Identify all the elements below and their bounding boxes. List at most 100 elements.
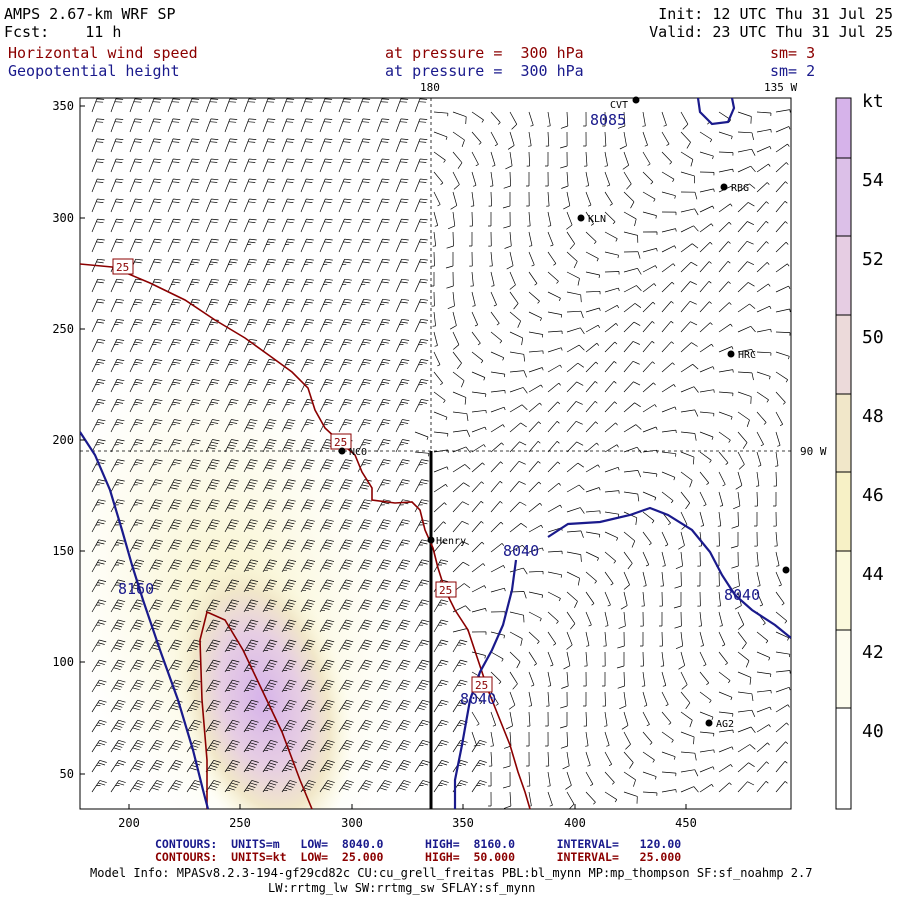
- wind-barbs: [91, 98, 791, 809]
- wind-barb: [167, 559, 183, 573]
- wind-barb: [642, 265, 658, 273]
- y-tick-label: 50: [60, 767, 74, 781]
- wind-barb: [471, 501, 484, 513]
- wind-barb: [167, 198, 181, 213]
- wind-barb: [565, 771, 572, 790]
- wind-barb: [376, 499, 391, 513]
- wind-barb: [414, 639, 430, 653]
- wind-barb: [526, 191, 530, 207]
- wind-barb: [262, 679, 278, 693]
- wind-barb: [623, 791, 638, 804]
- wind-barb: [697, 551, 701, 567]
- station-marker: [577, 214, 585, 222]
- wind-barb: [262, 118, 276, 133]
- wind-barb: [243, 599, 259, 613]
- wind-barb: [602, 651, 606, 667]
- wind-barb: [585, 591, 595, 606]
- wind-barb: [528, 402, 542, 413]
- wind-barb: [91, 439, 106, 453]
- wind-barb: [338, 399, 353, 413]
- wind-barb: [756, 706, 772, 713]
- wind-barb: [414, 359, 429, 373]
- wind-barb: [617, 111, 626, 129]
- wind-barb: [376, 419, 391, 433]
- plot-frame: [79, 97, 792, 810]
- wind-barb: [585, 361, 599, 373]
- wind-barb: [129, 198, 143, 213]
- wind-barb: [471, 481, 484, 493]
- wind-barb: [110, 278, 124, 293]
- wind-barb: [452, 131, 465, 148]
- wind-barb: [376, 519, 391, 533]
- wind-barb: [452, 520, 469, 533]
- wind-barb: [737, 202, 755, 213]
- wind-barb: [129, 419, 144, 433]
- wind-barb: [319, 639, 335, 653]
- wind-barb: [717, 511, 722, 527]
- wind-barb: [547, 330, 563, 335]
- wind-barb: [243, 519, 258, 533]
- wind-barb: [262, 619, 278, 633]
- wind-barb: [699, 491, 707, 507]
- wind-barb: [528, 481, 542, 493]
- wind-barb: [224, 338, 239, 353]
- wind-barb: [640, 632, 644, 647]
- wind-barb: [508, 691, 516, 710]
- wind-barb: [447, 211, 456, 230]
- wind-barb: [716, 531, 720, 547]
- wind-barb: [205, 579, 221, 593]
- wind-barb: [623, 424, 642, 433]
- wind-barb: [414, 431, 429, 440]
- wind-barb: [642, 382, 656, 393]
- wind-barb: [395, 359, 410, 373]
- wind-barb: [243, 298, 258, 313]
- wind-barb: [733, 491, 741, 510]
- wind-barb: [357, 759, 373, 773]
- wind-barb: [300, 298, 315, 313]
- wind-barb: [737, 371, 754, 381]
- wind-barb: [775, 571, 782, 587]
- wind-barb: [756, 241, 769, 253]
- wind-barb: [148, 539, 163, 553]
- wind-barb: [243, 98, 257, 113]
- wind-barb: [186, 639, 202, 653]
- wind-barb: [167, 118, 181, 133]
- wind-barb: [433, 619, 449, 633]
- wind-barb: [621, 711, 629, 730]
- wind-barb: [129, 759, 145, 773]
- wind-barb: [205, 298, 220, 313]
- wind-barb: [262, 98, 276, 113]
- wind-barb: [148, 318, 163, 333]
- wind-barb: [585, 231, 597, 245]
- wind-barb: [376, 719, 392, 733]
- wind-barb: [471, 462, 485, 473]
- init-time: Init: 12 UTC Thu 31 Jul 25: [658, 5, 893, 23]
- colorbar-level: 48: [862, 406, 884, 427]
- wind-barb: [414, 379, 429, 393]
- wind-barb: [357, 499, 372, 513]
- wind-barb: [506, 251, 514, 270]
- wind-barb: [148, 579, 164, 593]
- wind-barb: [186, 338, 201, 353]
- wind-barb: [319, 519, 334, 533]
- wind-barb: [585, 171, 590, 187]
- wind-barb: [91, 238, 105, 253]
- wind-barb: [661, 263, 676, 273]
- wind-barb: [617, 631, 625, 649]
- wind-barb: [129, 599, 145, 613]
- wind-barb: [376, 359, 391, 373]
- wind-barb: [718, 302, 732, 313]
- wind-barb: [129, 699, 145, 713]
- wind-barb: [775, 781, 788, 793]
- wind-barb: [91, 539, 106, 553]
- wind-barb: [186, 679, 202, 693]
- wind-barb: [167, 138, 181, 153]
- wind-barb: [148, 198, 162, 213]
- wind-barb: [547, 291, 561, 302]
- wind-barb: [395, 459, 410, 473]
- wind-barb: [528, 631, 540, 644]
- wind-barb: [433, 131, 448, 140]
- wind-barb: [433, 466, 449, 473]
- wind-barb: [91, 399, 106, 413]
- wind-barb: [262, 359, 277, 373]
